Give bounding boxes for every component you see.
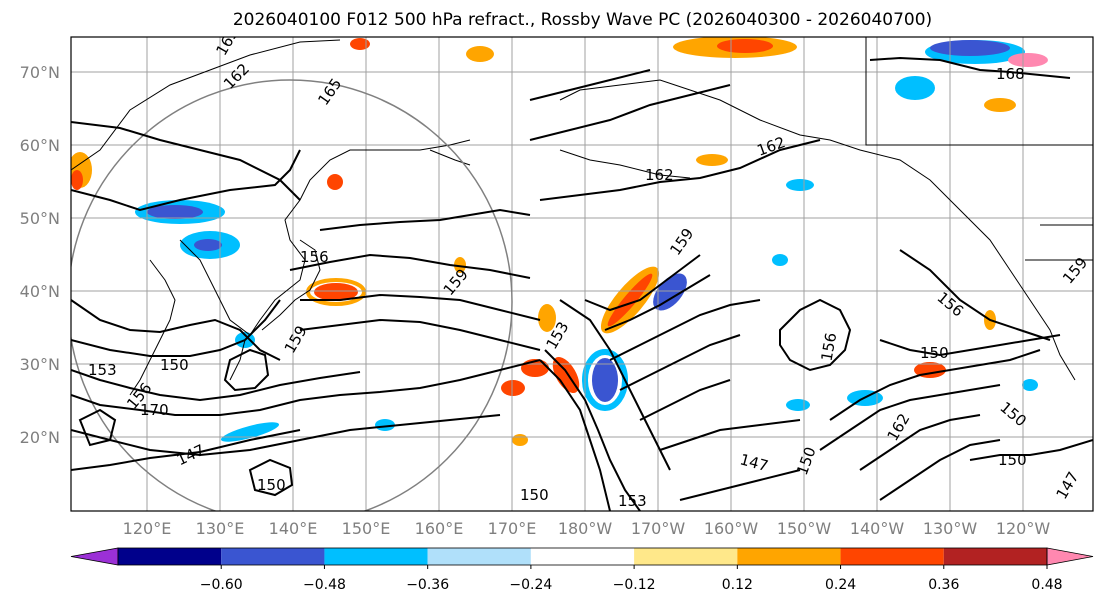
colorbar-label: −0.24 xyxy=(509,577,552,593)
colorbar-label: −0.36 xyxy=(406,577,449,593)
colorbar-bin xyxy=(324,548,428,565)
contour-labels: 165 162 165 162 162 168 156 159 159 153 … xyxy=(88,37,1091,510)
colorbar-bin xyxy=(118,548,222,565)
contour-label: 153 xyxy=(88,361,117,379)
lat-label: 60°N xyxy=(20,136,60,155)
latitude-labels: 70°N 60°N 50°N 40°N 30°N 20°N xyxy=(20,63,60,447)
lon-label: 130°E xyxy=(196,519,245,538)
contour-label: 150 xyxy=(520,486,549,504)
lon-label: 170°E xyxy=(488,519,537,538)
height-contours xyxy=(71,56,1093,511)
map-frame xyxy=(70,36,1094,512)
colorbar-extend-high xyxy=(1046,547,1094,566)
lon-label: 140°W xyxy=(850,519,905,538)
lon-label: 150°W xyxy=(777,519,832,538)
lat-label: 20°N xyxy=(20,428,60,447)
lon-label: 180°W xyxy=(558,519,613,538)
colorbar-label: 0.48 xyxy=(1031,577,1062,593)
colorbar-label: −0.60 xyxy=(200,577,243,593)
colorbar-bin xyxy=(737,548,841,565)
contour-label: 150 xyxy=(998,451,1027,469)
contour-label: 150 xyxy=(257,476,286,494)
contour-label: 150 xyxy=(160,356,189,374)
longitude-labels: 120°E 130°E 140°E 150°E 160°E 170°E 180°… xyxy=(123,519,1051,538)
coastlines xyxy=(71,37,1093,396)
contour-label: 156 xyxy=(300,248,329,266)
lon-label: 130°W xyxy=(923,519,978,538)
map-title: 2026040100 F012 500 hPa refract., Rossby… xyxy=(232,10,933,30)
colorbar: −0.60 −0.48 −0.36 −0.24 −0.12 0.12 0.24 0.36 0.4… xyxy=(70,547,1094,593)
lat-label: 70°N xyxy=(20,63,60,82)
lon-label: 150°E xyxy=(342,519,391,538)
lat-label: 50°N xyxy=(20,209,60,228)
contour-label: 168 xyxy=(996,65,1025,83)
colorbar-bin xyxy=(943,548,1047,565)
region-circle xyxy=(71,79,513,511)
colorbar-label: 0.12 xyxy=(722,577,753,593)
lon-label: 160°E xyxy=(415,519,464,538)
contour-label: 150 xyxy=(920,344,949,362)
lon-label: 140°E xyxy=(269,519,318,538)
colorbar-extend-low xyxy=(70,547,119,566)
map-panel: 165 162 165 162 162 168 156 159 159 153 … xyxy=(71,37,1093,511)
colorbar-bin xyxy=(221,548,325,565)
colorbar-bin xyxy=(634,548,738,565)
graticule xyxy=(71,37,1093,511)
colorbar-label: 0.36 xyxy=(928,577,959,593)
lat-label: 40°N xyxy=(20,282,60,301)
colorbar-label: −0.12 xyxy=(613,577,656,593)
colorbar-bin xyxy=(427,548,531,565)
colorbar-bin xyxy=(530,548,635,565)
contour-label: 156 xyxy=(818,331,841,362)
colorbar-frame xyxy=(117,547,1048,566)
contour-label: 162 xyxy=(645,166,674,184)
lon-label: 170°W xyxy=(631,519,686,538)
colorbar-label: 0.24 xyxy=(825,577,856,593)
colorbar-label: −0.48 xyxy=(303,577,346,593)
contour-label: 153 xyxy=(618,492,647,510)
lon-label: 160°W xyxy=(704,519,759,538)
lon-label: 120°E xyxy=(123,519,172,538)
lon-label: 120°W xyxy=(996,519,1051,538)
lat-label: 30°N xyxy=(20,355,60,374)
contour-label: 170 xyxy=(140,401,169,419)
colorbar-bin xyxy=(840,548,944,565)
